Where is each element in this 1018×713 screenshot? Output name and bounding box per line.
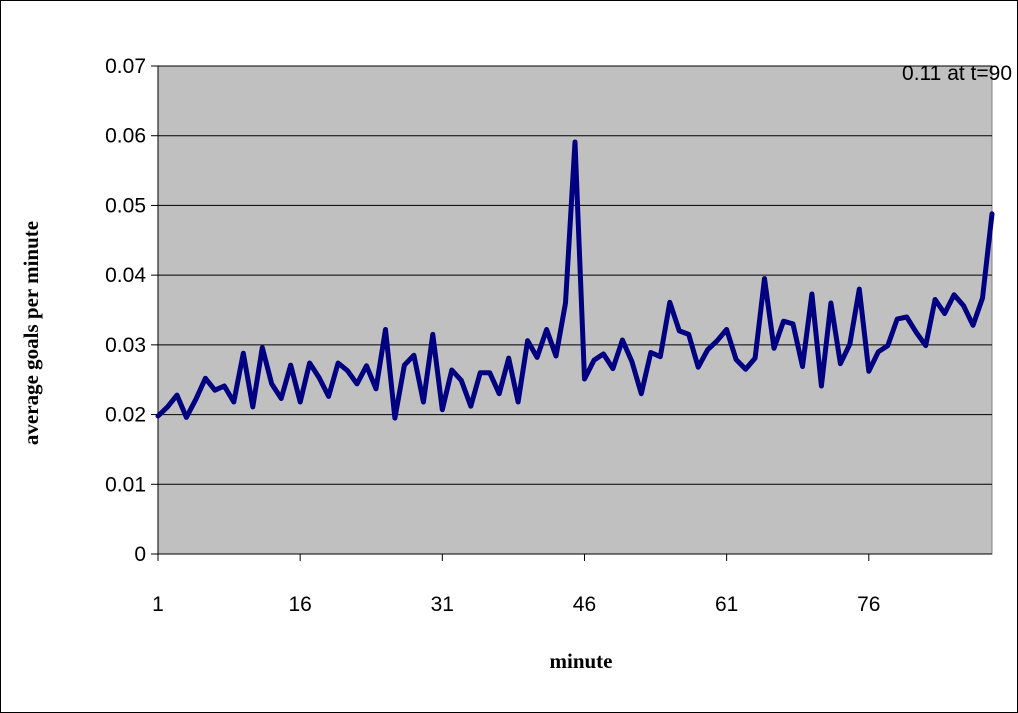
- data-points: [157, 141, 993, 419]
- y-tick-label: 0: [134, 543, 146, 566]
- gridlines: [158, 65, 992, 485]
- annotation-label: 0.11 at t=90: [902, 62, 1012, 85]
- plot-area: [157, 65, 993, 555]
- x-tick-label: 76: [857, 593, 880, 616]
- x-tick-label: 16: [288, 593, 311, 616]
- x-tick-label: 61: [715, 593, 738, 616]
- y-tick-label: 0.07: [105, 55, 146, 78]
- y-axis-title: average goals per minute: [19, 221, 43, 445]
- y-tick-label: 0.05: [105, 194, 146, 217]
- axes: [157, 66, 992, 555]
- x-tick-labels: 1 16 31 46 61 76: [152, 554, 880, 616]
- x-tick-label: 31: [431, 593, 454, 616]
- y-tick-label: 0.01: [105, 473, 146, 496]
- y-tick-label: 0.03: [105, 334, 146, 357]
- y-tick-label: 0.06: [105, 125, 146, 148]
- y-tick-label: 0.02: [105, 404, 146, 427]
- x-tick-label: 1: [152, 593, 164, 616]
- y-tick-label: 0.04: [105, 264, 146, 287]
- x-tick-label: 46: [573, 593, 596, 616]
- y-tick-labels: 0 0.01 0.02 0.03 0.04 0.05 0.06 0.07: [105, 55, 158, 566]
- x-axis-title: minute: [550, 649, 613, 673]
